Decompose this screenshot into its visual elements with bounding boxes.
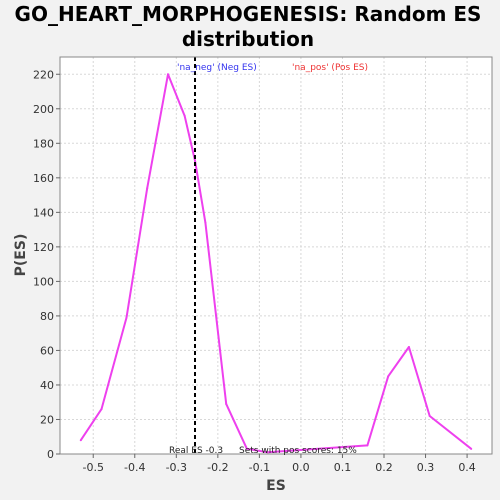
x-tick-label: 0.2 bbox=[375, 461, 393, 474]
y-tick-label: 60 bbox=[40, 344, 54, 357]
data-point bbox=[470, 447, 473, 450]
y-tick-label: 20 bbox=[40, 413, 54, 426]
x-tick-label: 0.4 bbox=[458, 461, 476, 474]
y-tick-label: 200 bbox=[33, 103, 54, 116]
data-point bbox=[428, 415, 431, 418]
y-tick-label: 220 bbox=[33, 68, 54, 81]
data-point bbox=[366, 444, 369, 447]
data-point bbox=[194, 159, 196, 162]
x-tick-label: -0.1 bbox=[249, 461, 270, 474]
data-point bbox=[387, 375, 390, 378]
series-layer bbox=[79, 73, 473, 454]
y-tick-label: 0 bbox=[47, 448, 54, 461]
legend-pos: 'na_pos' (Pos ES) bbox=[292, 63, 368, 73]
chart-title-line2: distribution bbox=[182, 27, 314, 51]
legend-neg: 'na_neg' (Neg ES) bbox=[177, 63, 257, 73]
data-point bbox=[79, 439, 82, 442]
data-point bbox=[167, 73, 169, 76]
data-point bbox=[407, 345, 410, 348]
y-tick-label: 160 bbox=[33, 172, 54, 185]
x-axis-label: ES bbox=[266, 478, 286, 494]
x-tick-label: 0.0 bbox=[292, 461, 310, 474]
data-point bbox=[225, 402, 228, 405]
y-tick-label: 180 bbox=[33, 137, 54, 150]
plot-area bbox=[60, 57, 492, 454]
data-point bbox=[245, 447, 248, 450]
data-point bbox=[146, 187, 149, 190]
x-tick-label: -0.3 bbox=[166, 461, 187, 474]
y-tick-label: 40 bbox=[40, 379, 54, 392]
x-tick-label: -0.2 bbox=[207, 461, 228, 474]
y-tick-label: 140 bbox=[33, 206, 54, 219]
x-tick-label: 0.3 bbox=[417, 461, 435, 474]
x-tick-label: -0.4 bbox=[124, 461, 145, 474]
chart-title-line1: GO_HEART_MORPHOGENESIS: Random ES bbox=[15, 2, 482, 26]
data-point bbox=[266, 451, 269, 454]
series-line bbox=[79, 73, 472, 454]
y-axis: 0 20 40 60 80 100 120 140 160 180 200 220 bbox=[33, 68, 60, 461]
y-tick-label: 120 bbox=[33, 241, 54, 254]
y-axis-label: P(ES) bbox=[13, 234, 29, 277]
x-tick-label: 0.1 bbox=[334, 461, 352, 474]
annotation-real-es: Real ES -0.3 bbox=[169, 446, 223, 456]
x-tick-label: -0.5 bbox=[82, 461, 103, 474]
data-point bbox=[204, 221, 207, 224]
annotation-pos-scores: Sets with pos scores: 15% bbox=[239, 446, 357, 456]
data-point bbox=[125, 316, 128, 319]
x-axis: -0.5 -0.4 -0.3 -0.2 -0.1 0.0 0.1 0.2 0.3 0.4 bbox=[82, 454, 476, 474]
y-tick-label: 100 bbox=[33, 275, 54, 288]
plot-frame bbox=[59, 56, 493, 455]
y-tick-label: 80 bbox=[40, 310, 54, 323]
data-point bbox=[183, 114, 186, 117]
data-point bbox=[100, 408, 103, 411]
